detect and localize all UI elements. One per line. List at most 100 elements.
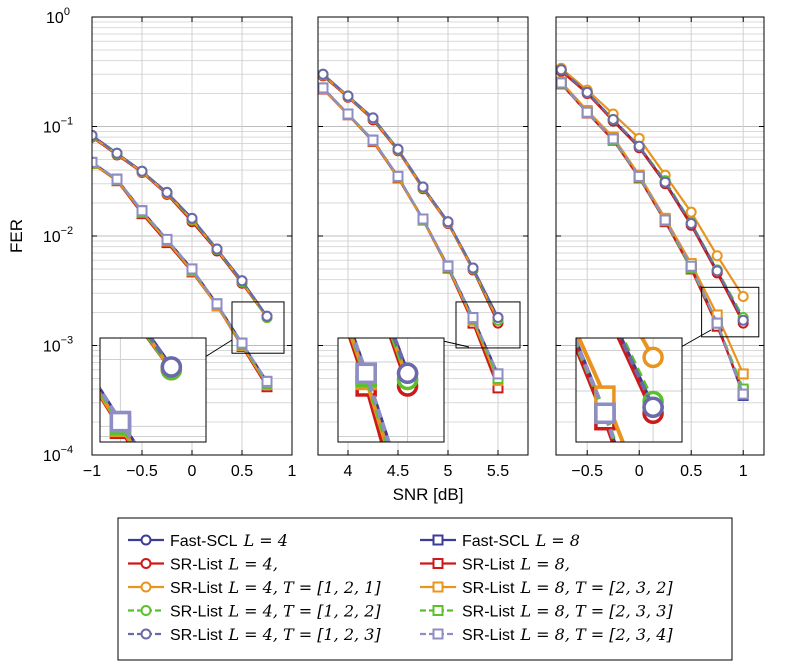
x-tick-label: 5.5 bbox=[487, 463, 509, 480]
x-tick-label: 0 bbox=[635, 463, 644, 480]
inset-3-series-3-point bbox=[500, 93, 518, 111]
inset-3-series-3-point bbox=[451, 16, 469, 34]
legend-box bbox=[117, 517, 733, 661]
inset-2-series-4-point bbox=[274, 70, 292, 88]
inset-3-series-7-point bbox=[403, 20, 421, 38]
inset-3-series-2-point bbox=[596, 299, 614, 317]
inset-1-series-3-point bbox=[111, 289, 129, 307]
series-1-10-point bbox=[161, 233, 173, 245]
series-1-5-point bbox=[211, 243, 223, 255]
inset-1-series-8-point bbox=[162, 496, 180, 514]
inset-1-series-3-line bbox=[146, 338, 173, 371]
inset-1-series-1-point bbox=[9, 160, 27, 178]
series-3-3-point bbox=[737, 291, 749, 303]
inset-2-series-1-point bbox=[274, 69, 292, 87]
legend: Fast-SCL L = 4 Fast-SCL L = 8 SR-List L = 4, S… bbox=[117, 517, 733, 661]
zoom-region bbox=[231, 301, 285, 354]
inset-3-series-8-point bbox=[500, 184, 518, 202]
series-1-5-point bbox=[136, 165, 148, 177]
inset-3-series-4-point bbox=[596, 293, 614, 311]
inset-1-series-4-point bbox=[9, 162, 27, 180]
inset-2-series-3-point bbox=[357, 254, 375, 272]
y-tick-label: 10−2 bbox=[43, 225, 73, 246]
legend-swatch-marker bbox=[432, 605, 444, 616]
x-tick-label: 0 bbox=[188, 463, 197, 480]
legend-entry: SR-List L = 8, T = [2, 3, 2] bbox=[420, 578, 673, 597]
series-3-5-line bbox=[560, 68, 745, 321]
inset-3-series-1-point bbox=[451, 33, 469, 51]
inset-2-series-3-point bbox=[233, 0, 251, 4]
series-1-10-point bbox=[111, 173, 123, 185]
inset-2-series-5-point bbox=[396, 362, 419, 385]
legend-swatch-marker bbox=[432, 581, 444, 593]
series-1-10-point bbox=[236, 337, 248, 349]
panel-1-series bbox=[92, 129, 273, 393]
x-tick-label: −0.5 bbox=[126, 463, 158, 480]
legend-swatch-marker bbox=[140, 534, 152, 546]
x-tick-label: 4 bbox=[344, 463, 353, 480]
inset-3-series-9-point bbox=[451, 98, 469, 116]
inset-3-series-10-point bbox=[403, 17, 421, 35]
inset-2-series-8-point bbox=[274, 143, 292, 161]
series-1-5-point bbox=[186, 212, 198, 224]
inset-3-series-1-point bbox=[596, 295, 614, 313]
series-2-5-point bbox=[342, 90, 354, 102]
legend-entry: SR-List L = 4, T = [1, 2, 3] bbox=[128, 625, 381, 644]
series-2-10-point bbox=[492, 368, 504, 380]
inset-3-series-5-point bbox=[596, 295, 614, 313]
inset-1-series-9-point bbox=[9, 264, 27, 282]
inset-layer bbox=[9, 0, 760, 514]
series-2-5-point bbox=[392, 143, 404, 155]
zoom-region bbox=[701, 286, 760, 338]
legend-entry: Fast-SCL L = 4 bbox=[128, 531, 288, 550]
legend-label: Fast-SCL L = 8 bbox=[462, 531, 580, 550]
series-3-5-point bbox=[685, 218, 697, 230]
inset-frame bbox=[99, 337, 207, 443]
series-3-5-point bbox=[711, 265, 723, 277]
series-2-5-point bbox=[492, 312, 504, 324]
series-2-10-point bbox=[467, 312, 479, 324]
inset-3-series-7-point bbox=[451, 99, 469, 117]
inset-2-series-7-line bbox=[348, 338, 385, 442]
series-3-5-point bbox=[659, 176, 671, 188]
x-tick-label: 1 bbox=[739, 463, 748, 480]
series-2-5-point bbox=[417, 181, 429, 193]
series-3-3-point bbox=[685, 206, 697, 218]
series-3-10-point bbox=[581, 106, 593, 118]
series-2-10-point bbox=[318, 82, 329, 94]
inset-1-series-8-point bbox=[9, 266, 27, 284]
series-1-3-line bbox=[92, 135, 268, 319]
inset-2-series-10-point bbox=[355, 362, 377, 385]
y-tick-label: 100 bbox=[46, 6, 70, 27]
x-tick-label: 4.5 bbox=[387, 463, 409, 480]
inset-3-series-10-point bbox=[594, 402, 616, 425]
inset-3-series-4-point bbox=[451, 33, 469, 51]
y-tick-label: 10−1 bbox=[43, 116, 73, 137]
y-tick-label: 10−4 bbox=[43, 444, 73, 465]
legend-swatch-marker bbox=[140, 628, 152, 640]
inset-frame bbox=[575, 337, 683, 443]
inset-3-series-10-line bbox=[576, 338, 617, 442]
inset-3-series-8-point bbox=[548, 279, 566, 297]
legend-swatch-marker bbox=[140, 605, 152, 616]
inset-1-series-10-point bbox=[109, 410, 132, 433]
legend-label: SR-List L = 8, T = [2, 3, 2] bbox=[462, 578, 673, 597]
inset-3-series-3-line bbox=[639, 338, 655, 359]
inset-2-series-2-line bbox=[388, 338, 410, 387]
legend-label: SR-List L = 8, T = [2, 3, 4] bbox=[462, 625, 673, 644]
inset-plot bbox=[403, 14, 682, 442]
series-2-5-line bbox=[322, 73, 499, 319]
x-tick-label: −1 bbox=[83, 463, 101, 480]
inset-2-series-2-point bbox=[274, 73, 292, 91]
tick-layer: −1 −0.5 0 0.5 1 4 4.5 5 5.5 −0.5 0 0.5 1 100 10−1 10−2 1… bbox=[43, 6, 764, 480]
x-tick-label: −0.5 bbox=[571, 463, 603, 480]
inset-3-series-1-point bbox=[548, 195, 566, 213]
series-1-4-line bbox=[92, 135, 268, 319]
inset-3-series-8-point bbox=[403, 14, 421, 32]
inset-2-series-9-point bbox=[274, 142, 292, 160]
inset-3-series-9-point bbox=[500, 189, 518, 207]
legend-label: Fast-SCL L = 4 bbox=[170, 531, 288, 550]
series-3-10-point bbox=[607, 133, 619, 145]
series-2-10-point bbox=[342, 108, 354, 120]
series-1-5-point bbox=[261, 310, 273, 322]
